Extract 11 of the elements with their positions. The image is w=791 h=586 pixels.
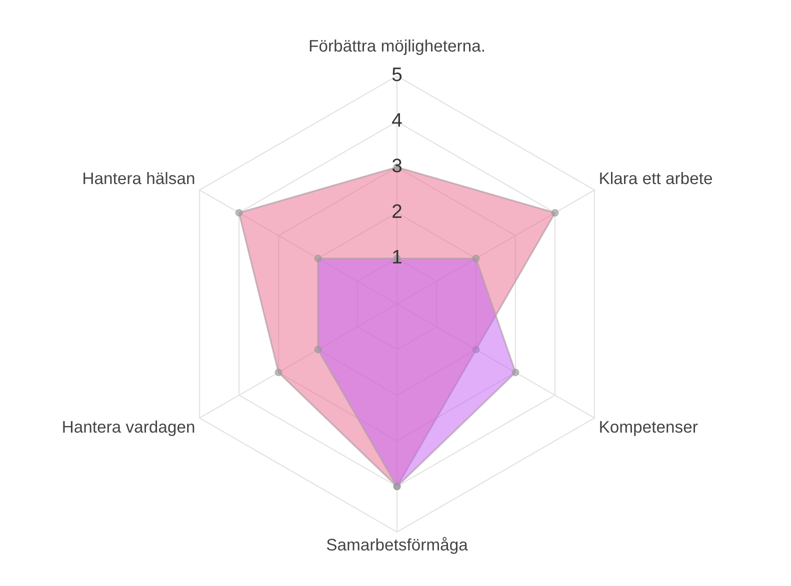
spoke-label: Hantera hälsan	[84, 172, 194, 184]
y-tick-label: 3	[392, 158, 402, 172]
spoke-label: Samarbetsförmåga	[326, 537, 468, 554]
spoke-label: Förbättra möjligheterna.	[310, 39, 484, 55]
spoke-label: Kompetenser	[600, 421, 698, 436]
y-tick-label: 4	[392, 113, 402, 127]
y-tick-label: 1	[393, 250, 402, 264]
spoke-label: Hantera vardagen	[63, 420, 194, 436]
y-tick-label: 5	[392, 68, 402, 82]
spoke-label: Klara ett arbete	[600, 172, 712, 184]
y-tick-label: 2	[392, 204, 402, 218]
